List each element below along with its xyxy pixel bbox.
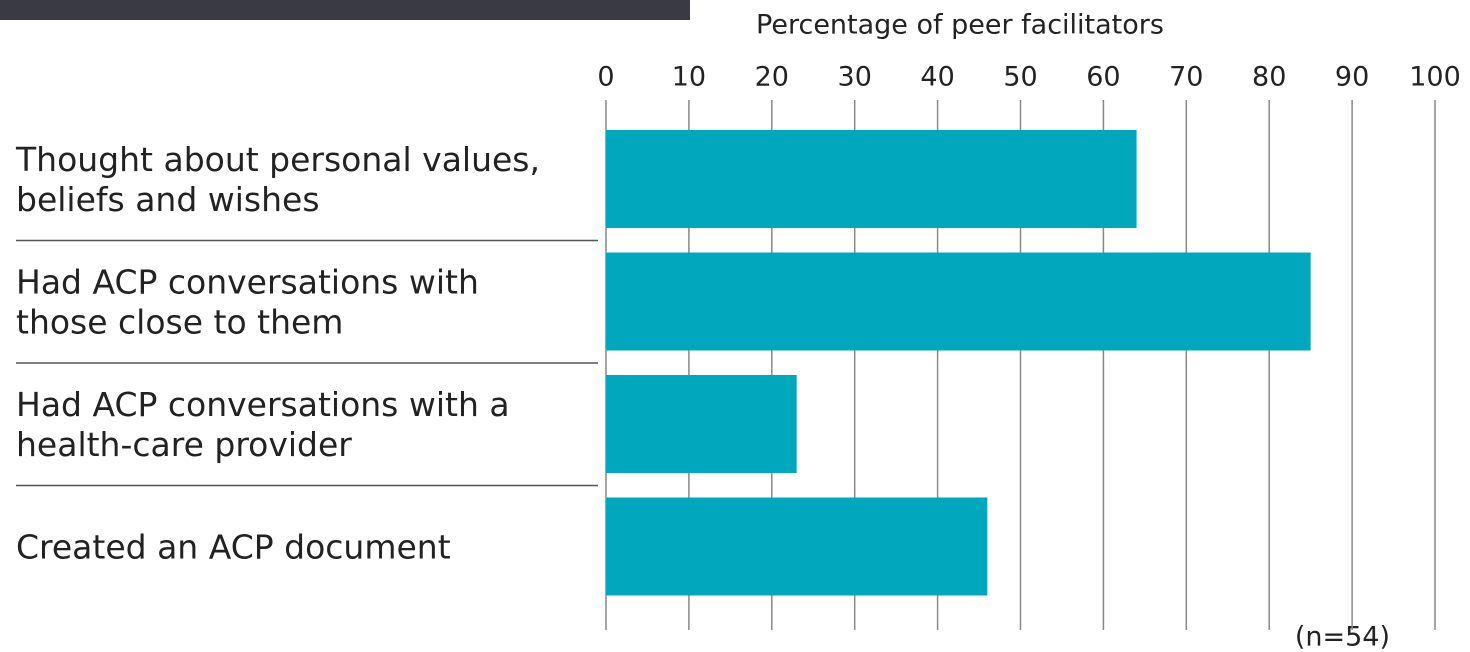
x-tick-label: 50 [1003, 62, 1037, 93]
bar [606, 252, 1311, 351]
x-tick-label: 10 [672, 62, 706, 93]
photo-strip [0, 0, 690, 20]
x-tick-label: 100 [1409, 62, 1461, 93]
category-label: those close to them [16, 302, 343, 341]
x-tick-label: 40 [920, 62, 954, 93]
note: (n=54) [1295, 622, 1390, 652]
category-label: Created an ACP document [16, 527, 451, 566]
x-tick-label: 70 [1169, 62, 1203, 93]
category-label: Thought about personal values, [15, 140, 540, 179]
bar [606, 497, 988, 596]
bar [606, 130, 1137, 228]
bar [606, 375, 797, 473]
x-tick-label: 90 [1335, 62, 1369, 93]
category-label: Had ACP conversations with a [16, 385, 510, 424]
category-label: beliefs and wishes [16, 180, 320, 219]
category-label: Had ACP conversations with [16, 262, 479, 301]
x-tick-label: 60 [1086, 62, 1120, 93]
x-tick-label: 80 [1252, 62, 1286, 93]
x-tick-label: 0 [597, 62, 614, 93]
x-tick-label: 30 [838, 62, 872, 93]
x-axis-title: Percentage of peer facilitators [756, 10, 1164, 41]
category-label: health-care provider [16, 425, 352, 464]
x-tick-label: 20 [755, 62, 789, 93]
